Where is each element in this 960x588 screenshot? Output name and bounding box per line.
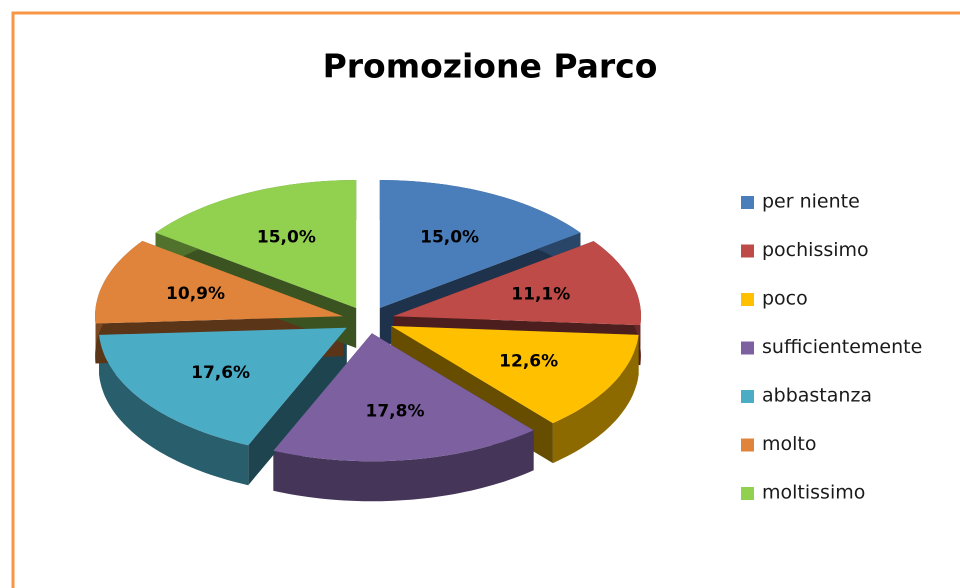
data-label: 11,1%: [511, 284, 570, 304]
legend-label: per niente: [762, 191, 860, 213]
pie-slice: [379, 180, 581, 308]
legend: per niente pochissimo poco sufficientemente…: [741, 191, 922, 504]
legend-swatch: [741, 390, 754, 403]
legend-label: moltissimo: [762, 482, 865, 504]
legend-swatch: [741, 293, 754, 306]
slice-side: [273, 430, 534, 502]
legend-label: molto: [762, 433, 817, 455]
chart-title: Promozione Parco: [323, 47, 658, 86]
legend-swatch: [741, 244, 754, 258]
legend-label: poco: [762, 288, 808, 310]
data-label: 12,6%: [499, 352, 558, 372]
legend-label: sufficientemente: [762, 336, 922, 358]
legend-swatch: [741, 341, 754, 355]
data-label: 17,6%: [191, 363, 250, 383]
slice-side: [99, 334, 249, 486]
pie-slice: [155, 180, 357, 308]
legend-swatch: [741, 487, 754, 500]
pie-slice: [273, 333, 534, 462]
legend-swatch: [741, 196, 754, 209]
legend-swatch: [741, 438, 754, 452]
data-label: 10,9%: [166, 284, 225, 304]
pie-tops: 15,0% 11,1% 12,6% 17,8% 17,6% 10,9% 15,0%: [95, 180, 641, 462]
data-label: 17,8%: [366, 402, 425, 422]
pie-slice: [99, 327, 347, 446]
data-label: 15,0%: [420, 227, 479, 247]
slice-side: [552, 334, 639, 464]
pie-slice: [95, 241, 344, 324]
pie-slice: [393, 241, 641, 326]
data-label: 15,0%: [257, 227, 316, 247]
legend-label: abbastanza: [762, 385, 872, 407]
legend-label: pochissimo: [762, 239, 869, 261]
pie-slice: [391, 326, 639, 424]
